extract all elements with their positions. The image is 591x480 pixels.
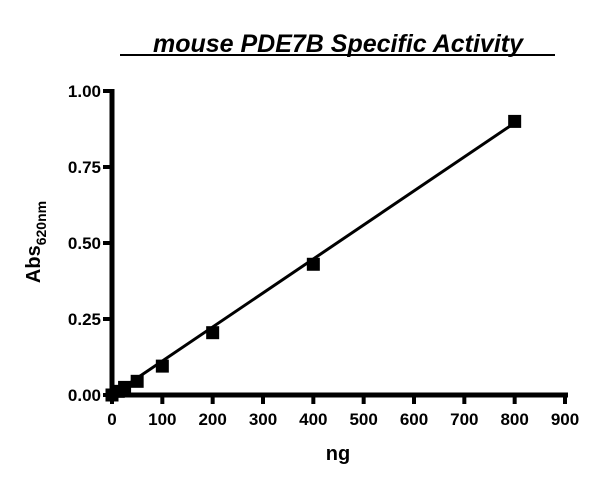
data-points (105, 114, 522, 402)
x-tick-label: 400 (299, 410, 327, 429)
y-tick-label: 0.00 (68, 386, 101, 405)
x-tick-label: 100 (148, 410, 176, 429)
x-tick-label: 0 (107, 410, 116, 429)
y-tick-label: 0.75 (68, 158, 101, 177)
data-point (508, 114, 522, 128)
chart-title: mouse PDE7B Specific Activity (153, 30, 524, 58)
y-axis-label-main: Abs (23, 245, 45, 283)
y-tick-label: 0.25 (68, 310, 101, 329)
y-tick-label: 0.50 (68, 234, 101, 253)
x-tick-label: 200 (198, 410, 226, 429)
x-axis-label: ng (326, 443, 350, 465)
data-point (306, 257, 320, 271)
data-point (155, 359, 169, 373)
y-axis-tick-labels: 0.00 0.25 0.50 0.75 1.00 (68, 82, 101, 405)
y-axis-label-sub: 620nm (33, 201, 49, 245)
x-tick-label: 700 (450, 410, 478, 429)
data-point (206, 326, 220, 340)
y-tick-label: 1.00 (68, 82, 101, 101)
x-axis-ticks (110, 395, 567, 404)
data-point (130, 374, 144, 388)
x-tick-label: 800 (500, 410, 528, 429)
x-axis-tick-labels: 0 100 200 300 400 500 600 700 800 900 (107, 410, 579, 429)
data-point (118, 380, 132, 394)
y-axis-label: Abs620nm (23, 201, 49, 283)
x-tick-label: 300 (249, 410, 277, 429)
x-tick-label: 600 (400, 410, 428, 429)
x-tick-label: 500 (349, 410, 377, 429)
x-tick-label: 900 (551, 410, 579, 429)
